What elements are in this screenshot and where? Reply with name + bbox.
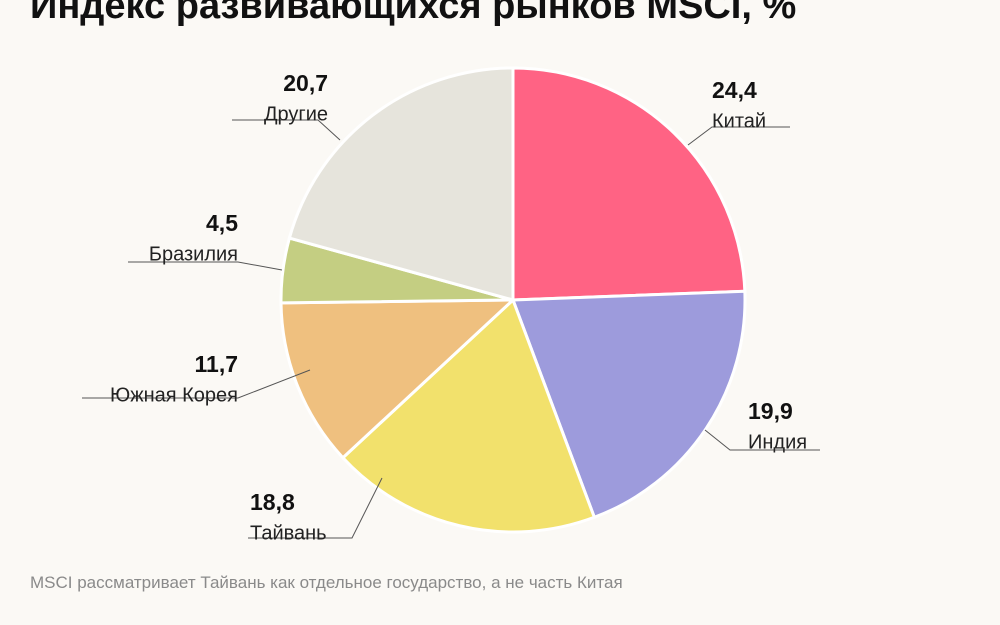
leader-line: [82, 369, 311, 399]
slice-value: 19,9: [748, 398, 793, 424]
slice-value: 18,8: [250, 489, 295, 515]
footnote: MSCI рассматривает Тайвань как отдельное…: [30, 573, 623, 592]
slice-label: Бразилия: [149, 243, 238, 265]
leader-line: [248, 477, 383, 539]
leader-line: [232, 119, 341, 141]
slice-label: Индия: [748, 431, 807, 453]
leader-line: [128, 261, 283, 271]
pie-slice-4: [279, 298, 517, 460]
pie-slice-6: [287, 66, 515, 302]
slice-value: 11,7: [195, 351, 239, 377]
slice-value: 20,7: [283, 70, 328, 96]
leader-line: [687, 126, 790, 146]
pie-slice-1: [511, 66, 747, 302]
slice-label: Китай: [712, 110, 766, 132]
slice-label: Тайвань: [250, 522, 327, 544]
leader-line: [704, 429, 820, 451]
chart-title: Индекс развивающихся рынков MSCI, %: [30, 0, 797, 27]
slice-label: Другие: [264, 103, 328, 125]
pie-slice-2: [510, 289, 747, 520]
slice-value: 4,5: [206, 210, 238, 236]
slice-label: Южная Корея: [110, 384, 238, 406]
pie-slice-3: [340, 297, 597, 534]
slice-value: 24,4: [712, 77, 757, 103]
